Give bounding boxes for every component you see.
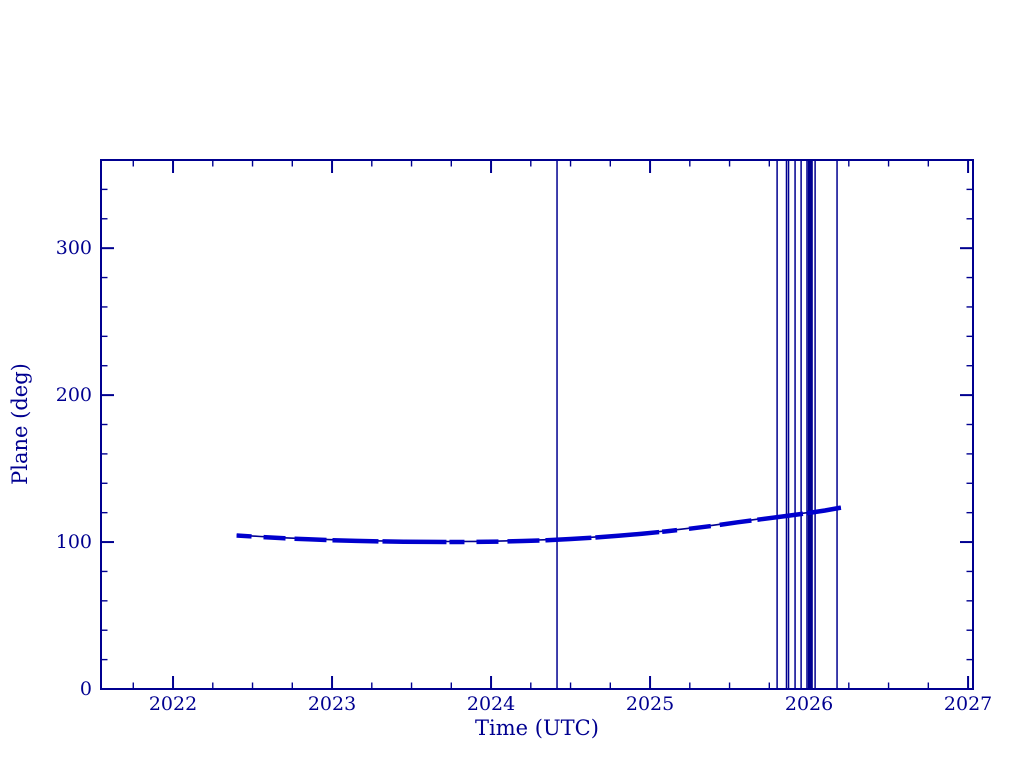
x-tick-label: 2026	[785, 693, 833, 715]
y-tick-label: 200	[56, 384, 92, 406]
x-tick-label: 2022	[149, 693, 197, 715]
y-tick-label: 0	[80, 678, 92, 700]
x-tick-label: 2024	[467, 693, 515, 715]
curve-thin	[236, 506, 842, 543]
y-axis-title: Plane (deg)	[8, 363, 32, 485]
curve-thick-dashed	[236, 505, 842, 545]
y-tick-label: 300	[56, 237, 92, 259]
x-tick-label: 2027	[944, 693, 992, 715]
x-tick-label: 2025	[626, 693, 674, 715]
plot-frame	[100, 159, 974, 690]
y-tick-label: 100	[56, 531, 92, 553]
x-axis-title: Time (UTC)	[475, 716, 599, 740]
x-tick-label: 2023	[308, 693, 356, 715]
